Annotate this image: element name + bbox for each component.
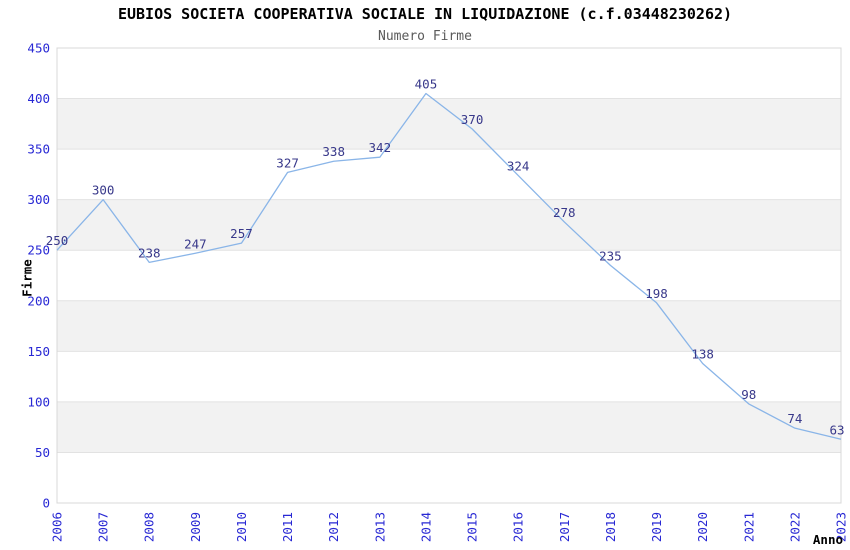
y-tick-label: 150 [27,344,50,359]
x-tick-label: 2009 [188,512,203,542]
y-tick-label: 400 [27,91,50,106]
data-label: 338 [322,144,345,159]
data-label: 257 [230,226,253,241]
x-axis-title: Anno [813,532,843,547]
x-tick-label: 2011 [280,512,295,542]
plot-band [57,98,841,150]
y-tick-label: 50 [35,445,50,460]
data-label: 278 [553,205,576,220]
y-tick-label: 350 [27,142,50,157]
y-tick-label: 250 [27,243,50,258]
x-tick-label: 2006 [50,512,65,542]
y-tick-label: 300 [27,192,50,207]
data-label: 324 [507,158,530,173]
chart-subtitle: Numero Firme [378,29,472,44]
y-tick-label: 450 [27,41,50,56]
x-tick-label: 2021 [741,512,756,542]
plot-band [57,401,841,453]
x-tick-label: 2023 [834,512,849,542]
data-line [56,92,842,440]
data-label: 342 [369,140,392,155]
data-label: 300 [92,183,115,198]
data-label: 238 [138,245,161,260]
x-tick-label: 2007 [96,512,111,542]
chart-title: EUBIOS SOCIETA COOPERATIVA SOCIALE IN LI… [117,5,733,23]
data-label: 405 [415,77,438,92]
x-tick-label: 2014 [418,512,433,542]
plot-band [57,199,841,251]
x-tick-label: 2015 [465,512,480,542]
x-tick-label: 2008 [142,512,157,542]
y-tick-label: 100 [27,394,50,409]
x-tick-label: 2016 [511,512,526,542]
data-label: 247 [184,236,207,251]
x-tick-label: 2013 [372,512,387,542]
data-label: 327 [276,155,299,170]
x-tick-label: 2019 [649,512,664,542]
x-tick-label: 2018 [603,512,618,542]
data-label: 74 [787,411,802,426]
x-tick-label: 2022 [787,512,802,542]
data-label: 370 [461,112,484,127]
x-tick-label: 2012 [326,512,341,542]
x-tick-label: 2010 [234,512,249,542]
plot-band [57,300,841,352]
y-tick-label: 200 [27,293,50,308]
data-label: 235 [599,248,622,263]
data-label: 198 [645,286,668,301]
x-tick-label: 2017 [557,512,572,542]
plot-border [56,47,842,504]
x-tick-label: 2020 [695,512,710,542]
data-label: 250 [46,233,69,248]
data-label: 63 [829,422,844,437]
y-axis-title: Firme [20,259,35,297]
y-tick-label: 0 [42,496,50,511]
data-label: 138 [691,346,714,361]
data-label: 98 [741,387,756,402]
